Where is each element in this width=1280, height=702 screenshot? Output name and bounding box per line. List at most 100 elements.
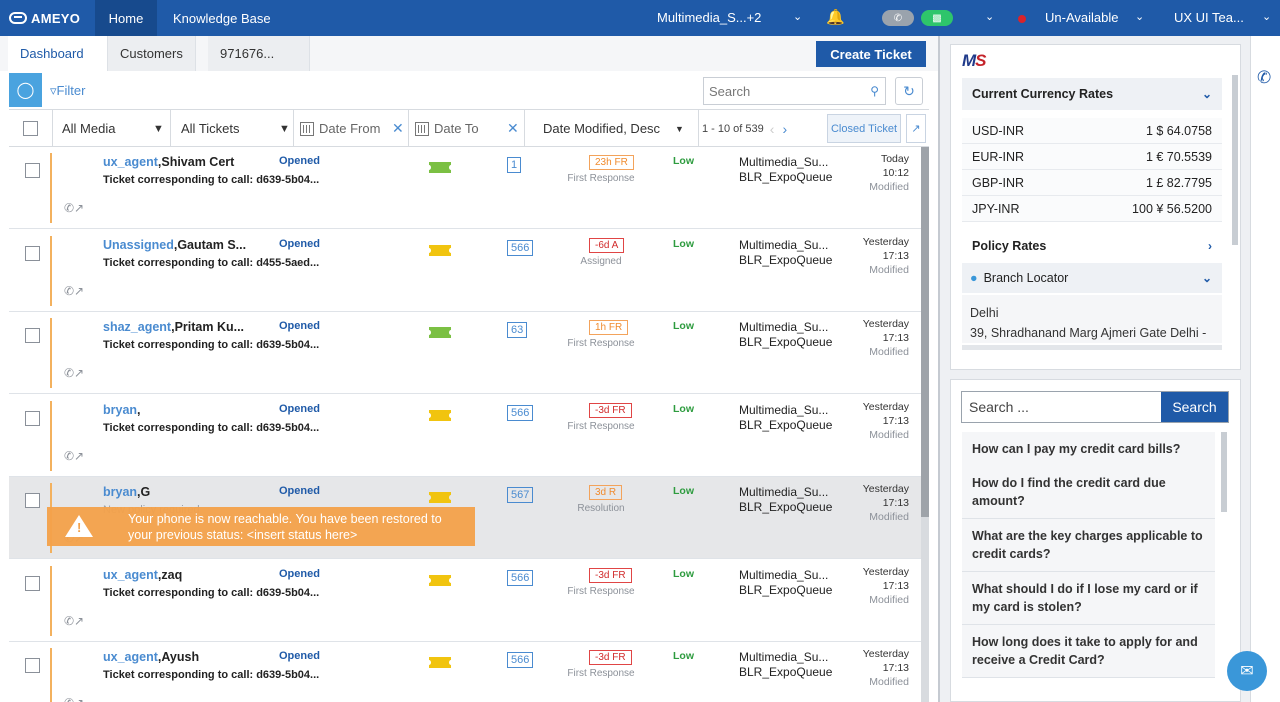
- panel-divider[interactable]: [938, 36, 940, 702]
- ticket-title[interactable]: bryan,: [103, 403, 141, 417]
- ticket-list-scrollbar[interactable]: [921, 147, 929, 702]
- tickets-dropdown-label: All Tickets: [181, 121, 240, 136]
- chevron-down-icon[interactable]: ⌄: [1262, 11, 1272, 23]
- faq-item[interactable]: How do I find the credit card due amount…: [962, 466, 1215, 519]
- tab-phone-number[interactable]: 971676...: [208, 36, 310, 71]
- currency-scrollbar[interactable]: [1232, 75, 1238, 245]
- call-forward-icon[interactable]: ✆↗: [64, 366, 85, 380]
- chat-icon[interactable]: ✉: [1227, 651, 1267, 691]
- lightbulb-icon[interactable]: ◯: [9, 73, 42, 107]
- row-checkbox[interactable]: [25, 163, 40, 178]
- ticket-count[interactable]: 63: [507, 322, 528, 338]
- chevron-down-icon[interactable]: ⌄: [1135, 11, 1145, 23]
- ticket-row[interactable]: ✆↗ ux_agent,Shivam Cert Ticket correspondi…: [9, 147, 921, 229]
- kb-search-input[interactable]: Search ...: [961, 391, 1229, 423]
- bell-icon[interactable]: 🔔: [826, 9, 845, 26]
- ticket-title[interactable]: ux_agent,Shivam Cert: [103, 155, 234, 169]
- date-to-field[interactable]: Date To ✕: [409, 110, 525, 147]
- external-link-icon[interactable]: ↗: [906, 114, 926, 143]
- ticket-count[interactable]: 566: [507, 404, 534, 421]
- phone-icon[interactable]: ✆: [1257, 68, 1272, 87]
- clear-date-from-icon[interactable]: ✕: [392, 120, 404, 136]
- ticket-row[interactable]: ✆↗ ux_agent,zaq Ticket corresponding to ca…: [9, 559, 921, 642]
- ticket-count[interactable]: 1: [507, 157, 522, 173]
- agent-name[interactable]: ux_agent: [103, 155, 158, 169]
- ticket-title[interactable]: shaz_agent,Pritam Ku...: [103, 320, 244, 334]
- scrollbar-thumb[interactable]: [921, 147, 929, 517]
- ticket-search-input[interactable]: Search ⚲: [703, 77, 886, 105]
- media-dropdown[interactable]: All Media ▼: [53, 110, 171, 147]
- currency-rates-header[interactable]: Current Currency Rates ⌄: [962, 78, 1222, 110]
- row-checkbox[interactable]: [25, 328, 40, 343]
- kb-scrollbar[interactable]: [1221, 432, 1227, 512]
- call-forward-icon[interactable]: ✆↗: [64, 448, 85, 463]
- refresh-icon[interactable]: ↻: [895, 77, 923, 105]
- row-checkbox[interactable]: [25, 658, 40, 673]
- ticket-title[interactable]: ux_agent,zaq: [103, 568, 182, 582]
- ticket-list: ✆↗ ux_agent,Shivam Cert Ticket correspondi…: [9, 147, 921, 702]
- tab-dashboard[interactable]: Dashboard: [8, 36, 108, 71]
- chevron-down-icon[interactable]: ⌄: [985, 11, 995, 23]
- agent-name[interactable]: ux_agent: [103, 650, 158, 664]
- agent-status[interactable]: Un-Available: [1045, 10, 1119, 25]
- filter-button[interactable]: ▿Filter: [50, 83, 85, 99]
- call-forward-icon[interactable]: ✆↗: [64, 201, 85, 215]
- call-forward-icon[interactable]: ✆↗: [64, 696, 84, 702]
- rate-row: USD-INR 1 $ 64.0758: [962, 118, 1222, 144]
- branch-address: 39, Shradhanand Marg Ajmeri Gate Delhi -: [970, 326, 1207, 340]
- kb-search-button[interactable]: Search: [1161, 392, 1228, 422]
- nav-knowledge-base[interactable]: Knowledge Base: [173, 10, 271, 26]
- priority: Low: [673, 320, 694, 332]
- ticket-row[interactable]: ✆↗ shaz_agent,Pritam Ku... Ticket correspo…: [9, 312, 921, 394]
- next-page-icon[interactable]: ›: [782, 120, 788, 137]
- ticket-row[interactable]: ✆↗ ux_agent,Ayush Ticket corresponding to …: [9, 642, 921, 702]
- row-checkbox[interactable]: [25, 575, 40, 591]
- phone-toggle-on[interactable]: ▩: [921, 10, 953, 26]
- policy-rates-header[interactable]: Policy Rates ›: [962, 230, 1222, 262]
- ticket-count[interactable]: 566: [507, 239, 534, 256]
- create-ticket-button[interactable]: Create Ticket: [816, 41, 926, 67]
- modified-label: Modified: [869, 593, 909, 606]
- call-forward-icon[interactable]: ✆↗: [64, 613, 85, 628]
- sla-label: First Response: [567, 173, 635, 184]
- agent-name[interactable]: bryan: [103, 402, 138, 417]
- faq-item[interactable]: How long does it take to apply for and r…: [962, 625, 1215, 678]
- search-icon[interactable]: ⚲: [870, 84, 879, 98]
- row-checkbox[interactable]: [25, 245, 40, 261]
- ticket-count[interactable]: 566: [507, 652, 534, 668]
- agent-name[interactable]: ux_agent: [103, 567, 158, 582]
- agent-name[interactable]: Unassigned: [103, 237, 174, 252]
- sort-dropdown[interactable]: Date Modified, Desc ▼: [525, 110, 699, 147]
- faq-item[interactable]: How can I pay my credit card bills?: [962, 432, 1215, 467]
- chevron-down-icon[interactable]: ⌄: [793, 11, 803, 23]
- agent-name[interactable]: bryan: [103, 485, 138, 499]
- media-selector[interactable]: Multimedia_S...+2: [657, 10, 762, 25]
- branch-hscrollbar[interactable]: [962, 345, 1222, 350]
- ticket-row[interactable]: ✆↗ bryan, Ticket corresponding to call: d6…: [9, 394, 921, 477]
- nav-home[interactable]: Home: [95, 0, 157, 36]
- tickets-dropdown[interactable]: All Tickets ▼: [171, 110, 294, 147]
- row-checkbox[interactable]: [25, 410, 40, 426]
- branch-locator-header[interactable]: ● Branch Locator ⌄: [962, 263, 1222, 293]
- modified-clock: 10:12: [882, 167, 909, 179]
- faq-item[interactable]: What should I do if I lose my card or if…: [962, 572, 1215, 625]
- ticket-row[interactable]: ✆↗ Unassigned,Gautam S... Ticket correspon…: [9, 229, 921, 312]
- ticket-title[interactable]: bryan,G: [103, 485, 150, 499]
- closed-ticket-button[interactable]: Closed Ticket: [827, 114, 901, 143]
- call-forward-icon[interactable]: ✆↗: [64, 283, 85, 298]
- ticket-title[interactable]: Unassigned,Gautam S...: [103, 238, 246, 252]
- row-checkbox[interactable]: [25, 493, 40, 508]
- faq-item[interactable]: What are the key charges applicable to c…: [962, 519, 1215, 572]
- date-from-field[interactable]: Date From ✕: [294, 110, 409, 147]
- tab-customers[interactable]: Customers: [108, 36, 196, 71]
- agent-name[interactable]: shaz_agent: [103, 320, 172, 334]
- prev-page-icon[interactable]: ‹: [769, 120, 775, 137]
- select-all-checkbox[interactable]: [23, 121, 38, 136]
- ticket-count[interactable]: 567: [507, 487, 534, 503]
- ticket-count[interactable]: 566: [507, 569, 534, 586]
- queue-campaign: Multimedia_Su...: [739, 650, 829, 664]
- clear-date-to-icon[interactable]: ✕: [507, 120, 519, 136]
- ticket-title[interactable]: ux_agent,Ayush: [103, 650, 199, 664]
- team-selector[interactable]: UX UI Tea...: [1174, 10, 1244, 25]
- phone-toggle-off[interactable]: ✆: [882, 10, 914, 26]
